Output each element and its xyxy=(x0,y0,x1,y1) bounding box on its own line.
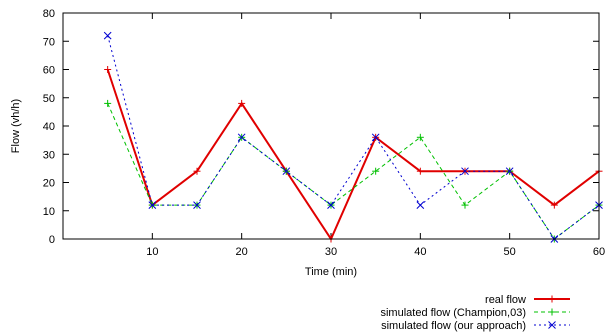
y-tick-label: 30 xyxy=(43,149,55,161)
data-point xyxy=(416,167,424,175)
y-tick-label: 0 xyxy=(49,234,55,246)
legend-marker xyxy=(548,308,556,316)
y-tick-label: 80 xyxy=(43,8,55,20)
data-point xyxy=(505,167,514,176)
legend-entry: simulated flow (our approach) xyxy=(381,320,570,332)
legend-label: simulated flow (Champion,03) xyxy=(380,307,526,319)
data-point xyxy=(416,133,424,141)
data-point xyxy=(238,99,246,107)
series-1 xyxy=(104,66,603,243)
legend-entry: real flow xyxy=(485,294,570,306)
series-2 xyxy=(104,99,603,243)
plot-frame xyxy=(62,12,600,240)
legend-marker xyxy=(548,321,556,329)
y-tick-label: 60 xyxy=(43,65,55,77)
legend-marker xyxy=(548,295,556,303)
y-tick-label: 20 xyxy=(43,178,55,190)
x-tick-label: 50 xyxy=(504,246,516,258)
data-point xyxy=(327,201,335,209)
legend-entry: simulated flow (Champion,03) xyxy=(380,307,570,319)
x-tick-label: 30 xyxy=(325,246,337,258)
data-point xyxy=(193,201,201,209)
x-tick-label: 10 xyxy=(146,246,158,258)
data-point xyxy=(371,133,380,142)
data-point xyxy=(372,167,380,175)
x-tick-label: 60 xyxy=(593,246,605,258)
data-point xyxy=(416,201,425,209)
data-point xyxy=(103,31,112,40)
data-point xyxy=(550,201,558,209)
data-point xyxy=(193,167,201,175)
y-axis-title: Flow (vh/h) xyxy=(10,99,22,153)
y-tick-label: 50 xyxy=(43,93,55,105)
data-point xyxy=(104,66,112,73)
legend-label: simulated flow (our approach) xyxy=(381,320,526,332)
data-point xyxy=(104,99,112,107)
y-tick-labels: 0 10 20 30 40 50 60 70 80 xyxy=(43,8,55,246)
data-point xyxy=(148,201,157,209)
series-line xyxy=(107,35,600,240)
series-line xyxy=(107,103,600,240)
series-3 xyxy=(103,31,603,243)
x-axis-title: Time (min) xyxy=(305,266,357,278)
x-tick-label: 20 xyxy=(236,246,248,258)
data-point xyxy=(237,133,246,142)
x-tick-labels: 10 20 30 40 50 60 xyxy=(146,246,605,258)
series-layer xyxy=(103,31,603,243)
data-point xyxy=(461,201,469,209)
legend-label: real flow xyxy=(485,294,526,306)
data-point xyxy=(282,167,291,176)
y-tick-label: 70 xyxy=(43,36,55,48)
data-point xyxy=(461,167,469,176)
y-tick-label: 40 xyxy=(43,121,55,133)
x-tick-label: 40 xyxy=(414,246,426,258)
series-line xyxy=(106,69,600,242)
y-tick-label: 10 xyxy=(43,206,55,218)
